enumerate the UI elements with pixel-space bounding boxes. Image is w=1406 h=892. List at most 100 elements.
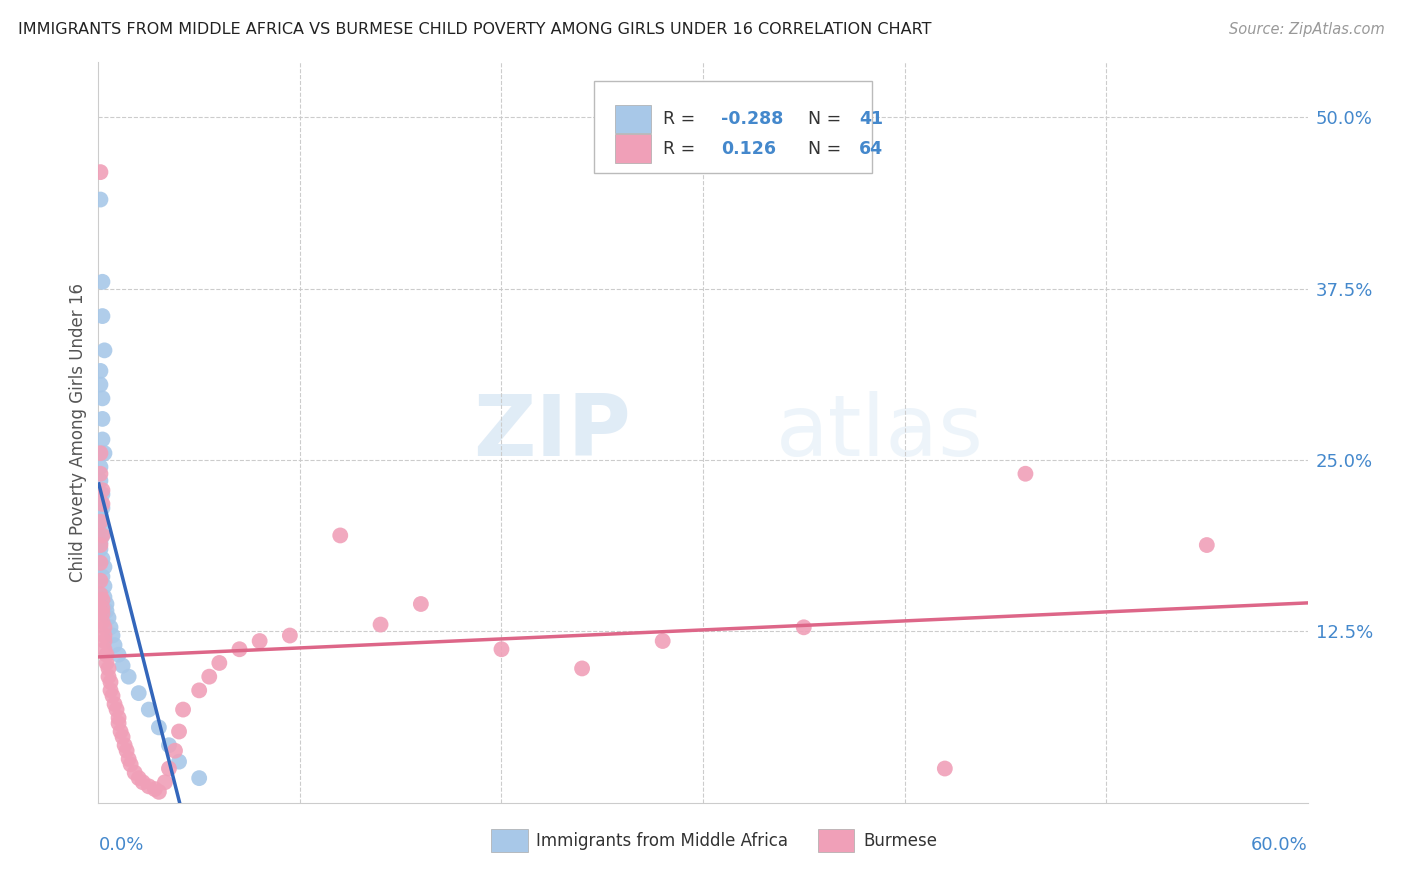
Point — [107, 716, 129, 731]
Point — [111, 658, 134, 673]
Point — [89, 494, 111, 508]
Point — [138, 702, 160, 716]
Point — [91, 412, 114, 426]
Point — [96, 597, 118, 611]
Point — [91, 569, 114, 583]
Point — [93, 620, 115, 634]
Point — [118, 752, 141, 766]
Point — [91, 497, 114, 511]
Point — [97, 661, 120, 675]
Point — [163, 744, 186, 758]
Point — [114, 738, 136, 752]
Point — [103, 638, 125, 652]
Point — [651, 634, 673, 648]
Point — [107, 711, 129, 725]
Text: atlas: atlas — [776, 391, 984, 475]
Point — [91, 483, 114, 498]
Point — [91, 528, 114, 542]
Point — [89, 535, 111, 549]
Text: R =: R = — [664, 110, 700, 128]
Text: N =: N = — [808, 110, 846, 128]
Point — [91, 615, 114, 629]
Point — [167, 755, 190, 769]
Point — [91, 551, 114, 566]
Point — [89, 556, 111, 570]
Point — [89, 574, 111, 588]
Point — [143, 782, 166, 797]
Point — [93, 446, 115, 460]
Text: Immigrants from Middle Africa: Immigrants from Middle Africa — [536, 831, 789, 849]
Point — [172, 702, 194, 716]
Point — [89, 459, 111, 474]
Point — [111, 730, 134, 744]
Point — [97, 670, 120, 684]
Point — [103, 697, 125, 711]
Point — [157, 762, 180, 776]
Point — [93, 343, 115, 358]
Point — [148, 785, 170, 799]
Point — [128, 686, 150, 700]
Point — [96, 656, 118, 670]
FancyBboxPatch shape — [595, 81, 872, 173]
Point — [89, 587, 111, 601]
Point — [91, 433, 114, 447]
Point — [188, 771, 211, 785]
Text: IMMIGRANTS FROM MIDDLE AFRICA VS BURMESE CHILD POVERTY AMONG GIRLS UNDER 16 CORR: IMMIGRANTS FROM MIDDLE AFRICA VS BURMESE… — [18, 22, 932, 37]
Point — [188, 683, 211, 698]
Point — [89, 193, 111, 207]
Point — [153, 775, 176, 789]
Point — [249, 634, 271, 648]
Point — [93, 634, 115, 648]
Point — [89, 515, 111, 529]
Point — [1195, 538, 1218, 552]
Point — [91, 501, 114, 516]
Point — [793, 620, 815, 634]
Y-axis label: Child Poverty Among Girls Under 16: Child Poverty Among Girls Under 16 — [69, 283, 87, 582]
Point — [110, 724, 132, 739]
Text: Source: ZipAtlas.com: Source: ZipAtlas.com — [1229, 22, 1385, 37]
Point — [89, 467, 111, 481]
Point — [138, 780, 160, 794]
Point — [208, 656, 231, 670]
Point — [89, 508, 111, 522]
Point — [89, 165, 111, 179]
Point — [89, 377, 111, 392]
Point — [120, 757, 142, 772]
Point — [91, 607, 114, 621]
Point — [157, 738, 180, 752]
Point — [89, 446, 111, 460]
FancyBboxPatch shape — [492, 829, 527, 853]
Point — [100, 675, 122, 690]
Point — [107, 648, 129, 662]
Point — [96, 648, 118, 662]
Point — [89, 474, 111, 488]
Text: 0.0%: 0.0% — [98, 836, 143, 855]
Point — [93, 590, 115, 604]
Point — [148, 720, 170, 734]
Point — [124, 765, 146, 780]
Point — [128, 771, 150, 785]
Point — [198, 670, 221, 684]
Point — [91, 593, 114, 607]
Point — [89, 538, 111, 552]
Point — [118, 670, 141, 684]
Point — [115, 744, 138, 758]
Point — [93, 642, 115, 657]
FancyBboxPatch shape — [818, 829, 855, 853]
Text: 60.0%: 60.0% — [1251, 836, 1308, 855]
Point — [91, 528, 114, 542]
Point — [105, 702, 128, 716]
Point — [89, 522, 111, 536]
Text: 41: 41 — [859, 110, 883, 128]
Text: R =: R = — [664, 139, 700, 158]
Point — [228, 642, 250, 657]
Point — [1014, 467, 1036, 481]
Text: -0.288: -0.288 — [721, 110, 783, 128]
Text: N =: N = — [808, 139, 846, 158]
FancyBboxPatch shape — [614, 104, 651, 133]
Text: Burmese: Burmese — [863, 831, 938, 849]
Point — [91, 309, 114, 323]
Point — [571, 661, 593, 675]
Text: ZIP: ZIP — [472, 391, 630, 475]
Point — [278, 628, 301, 642]
